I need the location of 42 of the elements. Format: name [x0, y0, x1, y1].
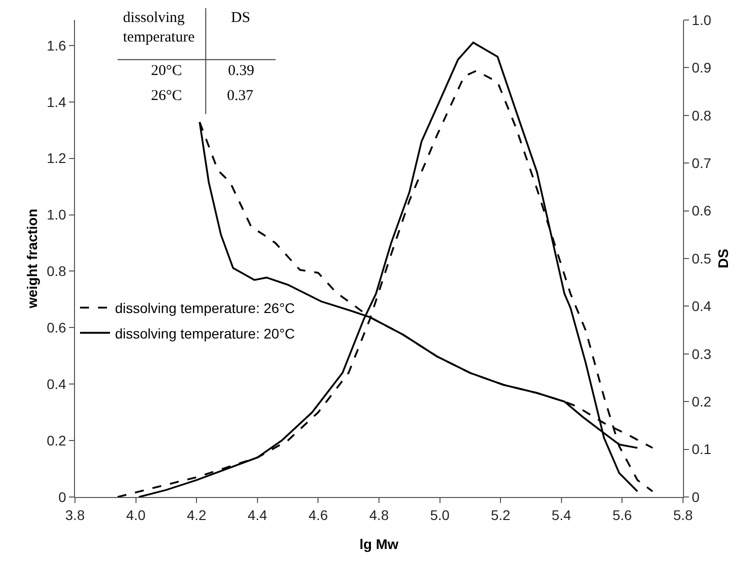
- x-tick-label: 4.0: [126, 506, 146, 523]
- y-tick-label: 1.4: [46, 94, 66, 110]
- y-tick-label: 0.8: [46, 263, 66, 280]
- y-tick-label: 1.2: [46, 150, 66, 166]
- legend-label: dissolving temperature: 20°C: [115, 325, 295, 342]
- y2-tick-label: 0.7: [692, 155, 712, 171]
- x-tick-label: 4.6: [308, 506, 328, 523]
- y2-tick-label: 0.1: [692, 441, 712, 458]
- annotation: 20°C: [151, 63, 182, 79]
- annotation: 0.39: [228, 63, 254, 79]
- y2-tick-label: 0.2: [692, 394, 712, 410]
- y2-tick-label: 0.6: [692, 202, 712, 219]
- x-tick-label: 5.2: [490, 506, 511, 523]
- annotation: DS: [231, 10, 250, 26]
- y2-tick-label: 0.5: [692, 250, 712, 266]
- y2-axis-title: DS: [715, 248, 731, 268]
- annotation: dissolving temperature: [123, 10, 195, 46]
- annotation: 0.37: [227, 88, 254, 104]
- annotation: 26°C: [151, 88, 182, 104]
- legend-label: dissolving temperature: 26°C: [115, 300, 295, 316]
- y2-tick-label: 0.9: [692, 60, 712, 76]
- y2-tick-label: 0.3: [692, 346, 712, 362]
- y-tick-label: 0.6: [46, 320, 66, 336]
- y-tick-label: 1.6: [46, 37, 66, 54]
- x-tick-label: 3.8: [65, 506, 85, 523]
- x-tick-label: 5.6: [612, 506, 632, 523]
- x-tick-label: 4.2: [186, 506, 207, 523]
- y-axis-title: weight fraction: [24, 208, 40, 310]
- y-tick-label: 1.0: [46, 206, 66, 223]
- x-tick-label: 4.8: [369, 506, 389, 523]
- x-axis-title: lg Mw: [360, 536, 399, 552]
- x-tick-label: 5.0: [430, 506, 450, 523]
- y-tick-label: 0.2: [46, 432, 66, 448]
- y2-tick-label: 0: [692, 488, 700, 505]
- y2-tick-label: 0.4: [692, 298, 712, 314]
- x-tick-label: 5.8: [673, 506, 693, 523]
- x-tick-label: 4.4: [248, 506, 268, 523]
- y-tick-label: 0.4: [46, 376, 66, 392]
- y2-tick-label: 0.8: [692, 107, 712, 124]
- x-tick-label: 5.4: [552, 506, 572, 523]
- y2-tick-label: 1.0: [692, 12, 712, 28]
- y-tick-label: 0: [58, 488, 66, 505]
